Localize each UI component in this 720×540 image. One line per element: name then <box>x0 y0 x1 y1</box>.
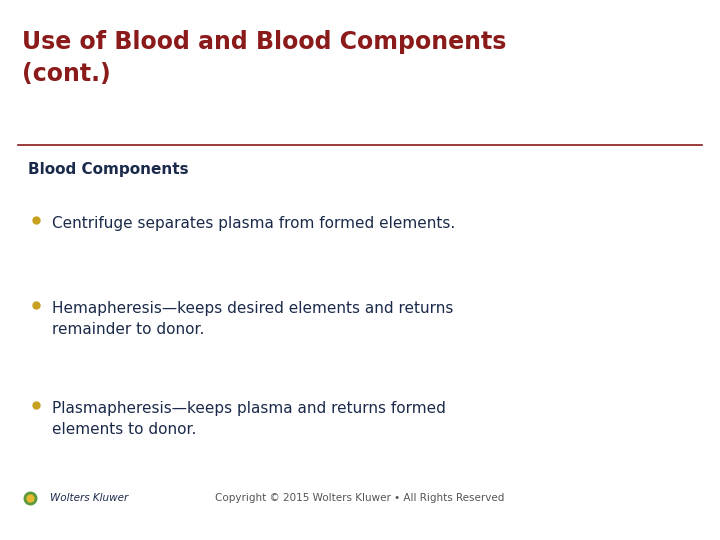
Text: Use of Blood and Blood Components: Use of Blood and Blood Components <box>22 30 506 54</box>
Text: Centrifuge separates plasma from formed elements.: Centrifuge separates plasma from formed … <box>52 216 455 231</box>
Text: Copyright © 2015 Wolters Kluwer • All Rights Reserved: Copyright © 2015 Wolters Kluwer • All Ri… <box>215 493 505 503</box>
Text: Blood Components: Blood Components <box>28 162 189 177</box>
Text: Wolters Kluwer: Wolters Kluwer <box>50 493 128 503</box>
Text: Plasmapheresis—keeps plasma and returns formed
elements to donor.: Plasmapheresis—keeps plasma and returns … <box>52 401 446 437</box>
Text: Hemapheresis—keeps desired elements and returns
remainder to donor.: Hemapheresis—keeps desired elements and … <box>52 301 454 337</box>
Text: (cont.): (cont.) <box>22 62 111 86</box>
